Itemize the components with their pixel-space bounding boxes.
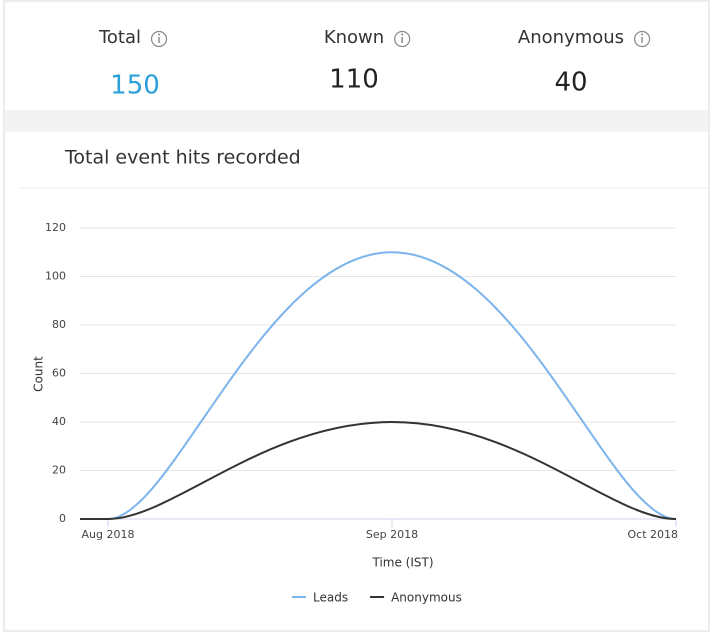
y-tick-label: 40 xyxy=(52,415,66,428)
info-icon xyxy=(150,30,168,48)
divider-strip xyxy=(5,110,708,132)
legend-label: Leads xyxy=(313,591,348,605)
x-tick-label: Oct 2018 xyxy=(627,528,678,541)
info-icon-dot xyxy=(401,33,404,36)
y-tick-label: 120 xyxy=(45,221,66,234)
x-tick-label: Sep 2018 xyxy=(366,528,418,541)
info-icon-dot xyxy=(158,33,161,36)
series-line xyxy=(107,251,677,520)
y-tick-label: 20 xyxy=(52,464,66,477)
y-axis-label: Count xyxy=(32,356,46,392)
legend-label: Anonymous xyxy=(391,591,462,605)
stat-label: Known xyxy=(324,27,384,48)
x-tick-label: Aug 2018 xyxy=(82,528,135,541)
info-icon xyxy=(394,30,411,48)
stat-value: 150 xyxy=(110,71,160,101)
stat-label: Anonymous xyxy=(518,27,624,48)
y-tick-label: 0 xyxy=(59,512,66,525)
chart-title: Total event hits recorded xyxy=(64,147,301,169)
card xyxy=(3,0,710,632)
stat-label: Total xyxy=(98,27,141,48)
stat-value: 40 xyxy=(554,68,587,98)
y-tick-label: 60 xyxy=(52,367,66,380)
info-icon xyxy=(633,30,651,48)
series-line xyxy=(107,420,677,520)
info-icon-dot xyxy=(641,33,644,36)
y-tick-label: 80 xyxy=(52,318,66,331)
y-tick-label: 100 xyxy=(45,270,66,283)
x-axis-label: Time (IST) xyxy=(371,556,433,570)
stat-value: 110 xyxy=(329,65,379,95)
